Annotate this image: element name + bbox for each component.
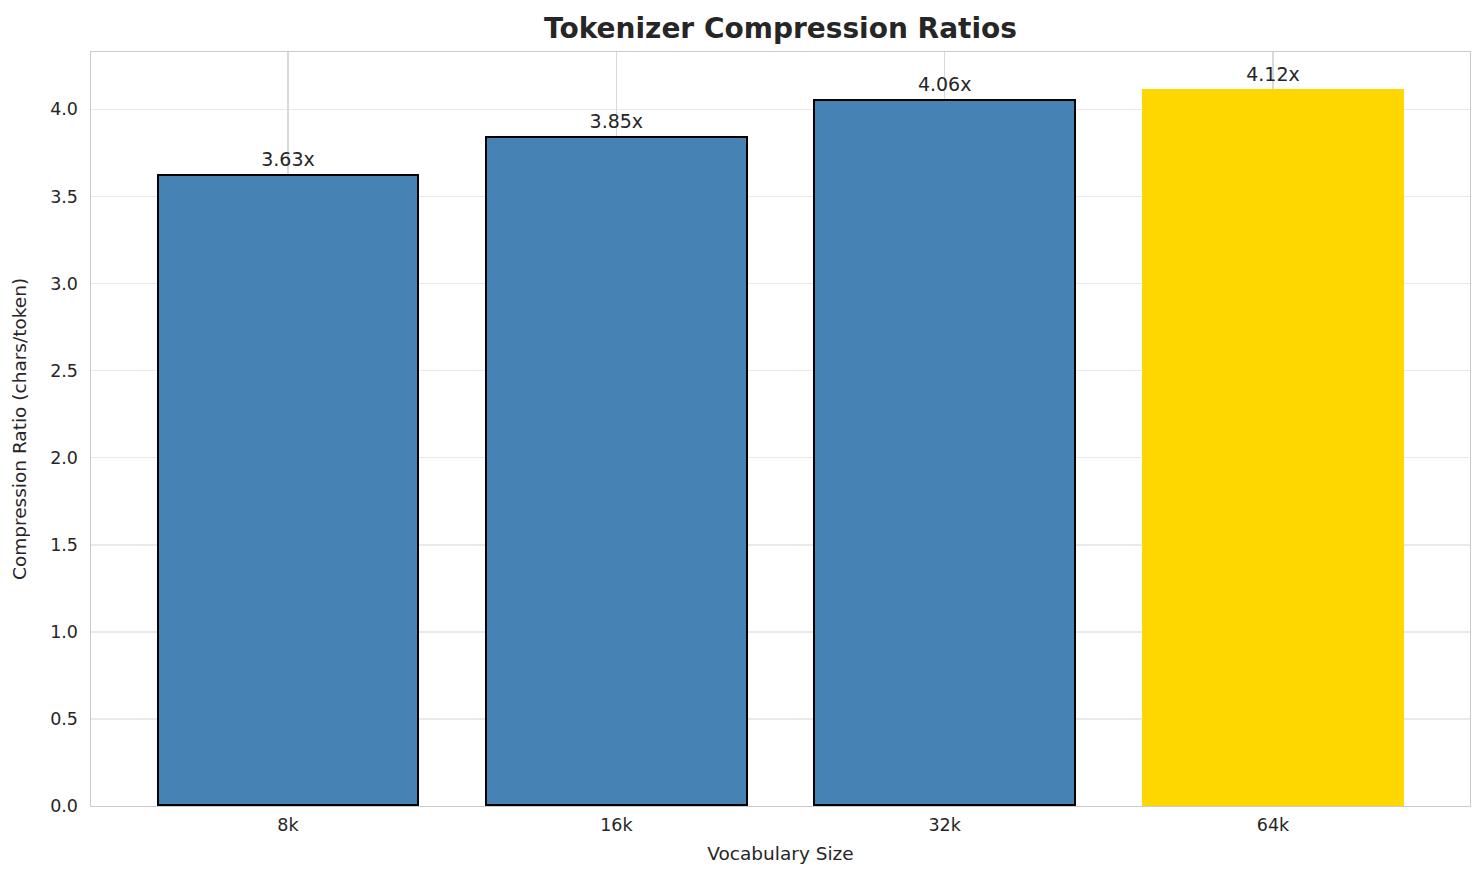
figure: Tokenizer Compression Ratios Compression… [0,0,1484,885]
y-tick-label: 1.5 [0,534,78,556]
y-tick-label: 3.5 [0,186,78,208]
bar-value-label: 3.85x [590,109,644,133]
bar-8k [157,174,420,806]
y-axis-label: Compression Ratio (chars/token) [9,52,33,806]
y-tick-label: 0.0 [0,795,78,817]
x-tick-label: 8k [277,814,298,836]
x-axis-label: Vocabulary Size [91,842,1470,866]
x-tick-label: 16k [600,814,632,836]
bar-value-label: 4.12x [1246,62,1300,86]
x-tick-label: 64k [1257,814,1289,836]
bar-value-label: 3.63x [261,147,315,171]
y-tick-label: 0.5 [0,708,78,730]
chart-title: Tokenizer Compression Ratios [91,9,1470,49]
y-tick-label: 4.0 [0,98,78,120]
bar-64k [1142,89,1405,806]
x-tick-label: 32k [928,814,960,836]
y-tick-label: 1.0 [0,621,78,643]
y-tick-label: 2.0 [0,447,78,469]
y-tick-label: 2.5 [0,360,78,382]
y-tick-label: 3.0 [0,273,78,295]
bar-32k [813,99,1076,806]
bar-16k [485,136,748,806]
bar-value-label: 4.06x [918,72,972,96]
